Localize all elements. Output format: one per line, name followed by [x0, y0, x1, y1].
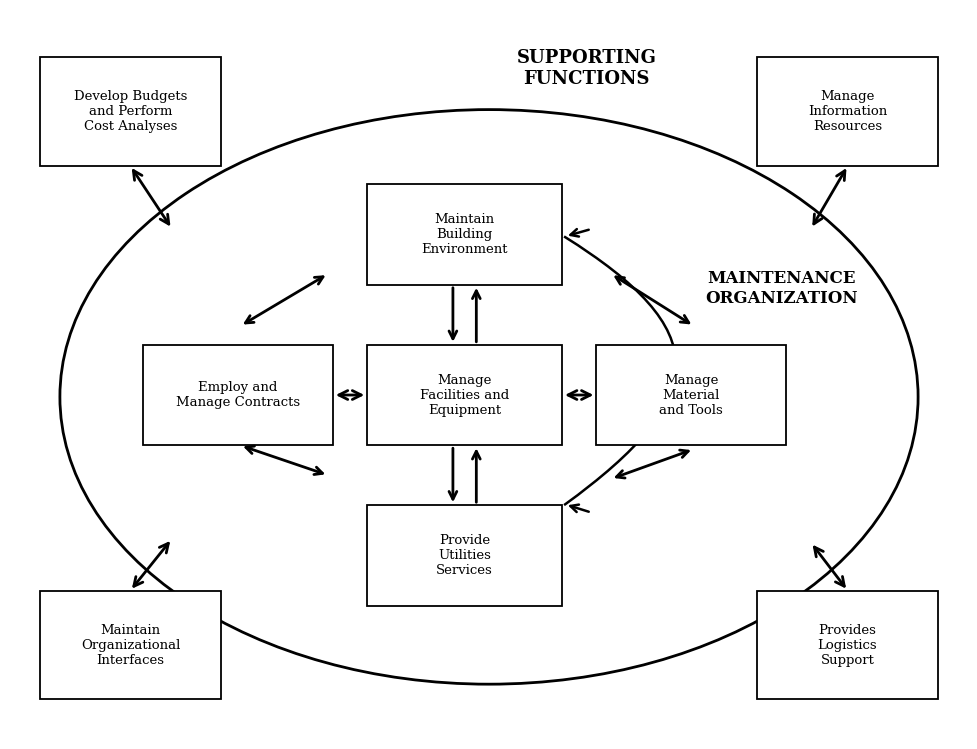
Text: MAINTENANCE
ORGANIZATION: MAINTENANCE ORGANIZATION [704, 270, 857, 307]
Text: Provides
Logistics
Support: Provides Logistics Support [817, 623, 876, 667]
Text: Maintain
Organizational
Interfaces: Maintain Organizational Interfaces [81, 623, 180, 667]
FancyBboxPatch shape [596, 345, 786, 446]
FancyBboxPatch shape [366, 345, 562, 446]
FancyBboxPatch shape [756, 58, 937, 166]
FancyBboxPatch shape [143, 345, 332, 446]
Text: Develop Budgets
and Perform
Cost Analyses: Develop Budgets and Perform Cost Analyse… [74, 90, 188, 133]
Text: Employ and
Manage Contracts: Employ and Manage Contracts [176, 381, 300, 409]
FancyBboxPatch shape [366, 505, 562, 606]
Text: Maintain
Building
Environment: Maintain Building Environment [421, 213, 507, 256]
FancyBboxPatch shape [366, 184, 562, 285]
FancyBboxPatch shape [40, 58, 221, 166]
Text: Manage
Information
Resources: Manage Information Resources [807, 90, 886, 133]
Text: Manage
Facilities and
Equipment: Manage Facilities and Equipment [419, 374, 509, 416]
Text: Manage
Material
and Tools: Manage Material and Tools [658, 374, 723, 416]
Text: SUPPORTING
FUNCTIONS: SUPPORTING FUNCTIONS [516, 49, 656, 88]
FancyBboxPatch shape [40, 591, 221, 699]
Text: Provide
Utilities
Services: Provide Utilities Services [436, 534, 492, 577]
FancyBboxPatch shape [756, 591, 937, 699]
